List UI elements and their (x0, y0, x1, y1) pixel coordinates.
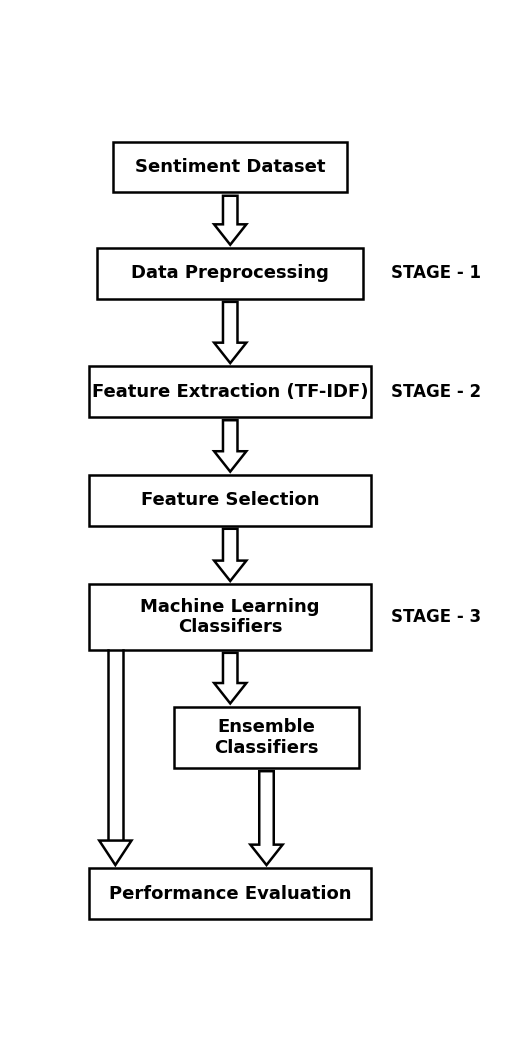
Text: STAGE - 2: STAGE - 2 (392, 383, 482, 401)
Text: Feature Extraction (TF-IDF): Feature Extraction (TF-IDF) (92, 383, 369, 401)
FancyBboxPatch shape (89, 584, 371, 650)
Text: Sentiment Dataset: Sentiment Dataset (135, 158, 326, 176)
Polygon shape (251, 772, 283, 865)
Polygon shape (214, 653, 246, 704)
Polygon shape (214, 302, 246, 364)
Polygon shape (214, 196, 246, 245)
FancyBboxPatch shape (174, 707, 359, 767)
Polygon shape (214, 529, 246, 581)
FancyBboxPatch shape (113, 142, 347, 193)
FancyBboxPatch shape (89, 868, 371, 919)
Text: Machine Learning
Classifiers: Machine Learning Classifiers (140, 598, 320, 636)
Polygon shape (214, 420, 246, 472)
Text: STAGE - 3: STAGE - 3 (392, 608, 482, 625)
FancyBboxPatch shape (89, 475, 371, 526)
FancyBboxPatch shape (89, 367, 371, 417)
Text: Performance Evaluation: Performance Evaluation (109, 885, 352, 903)
Polygon shape (99, 841, 132, 865)
Text: Feature Selection: Feature Selection (141, 491, 319, 509)
Text: STAGE - 1: STAGE - 1 (392, 264, 482, 282)
Text: Ensemble
Classifiers: Ensemble Classifiers (214, 718, 319, 757)
FancyBboxPatch shape (97, 248, 363, 299)
Text: Data Preprocessing: Data Preprocessing (131, 264, 329, 282)
